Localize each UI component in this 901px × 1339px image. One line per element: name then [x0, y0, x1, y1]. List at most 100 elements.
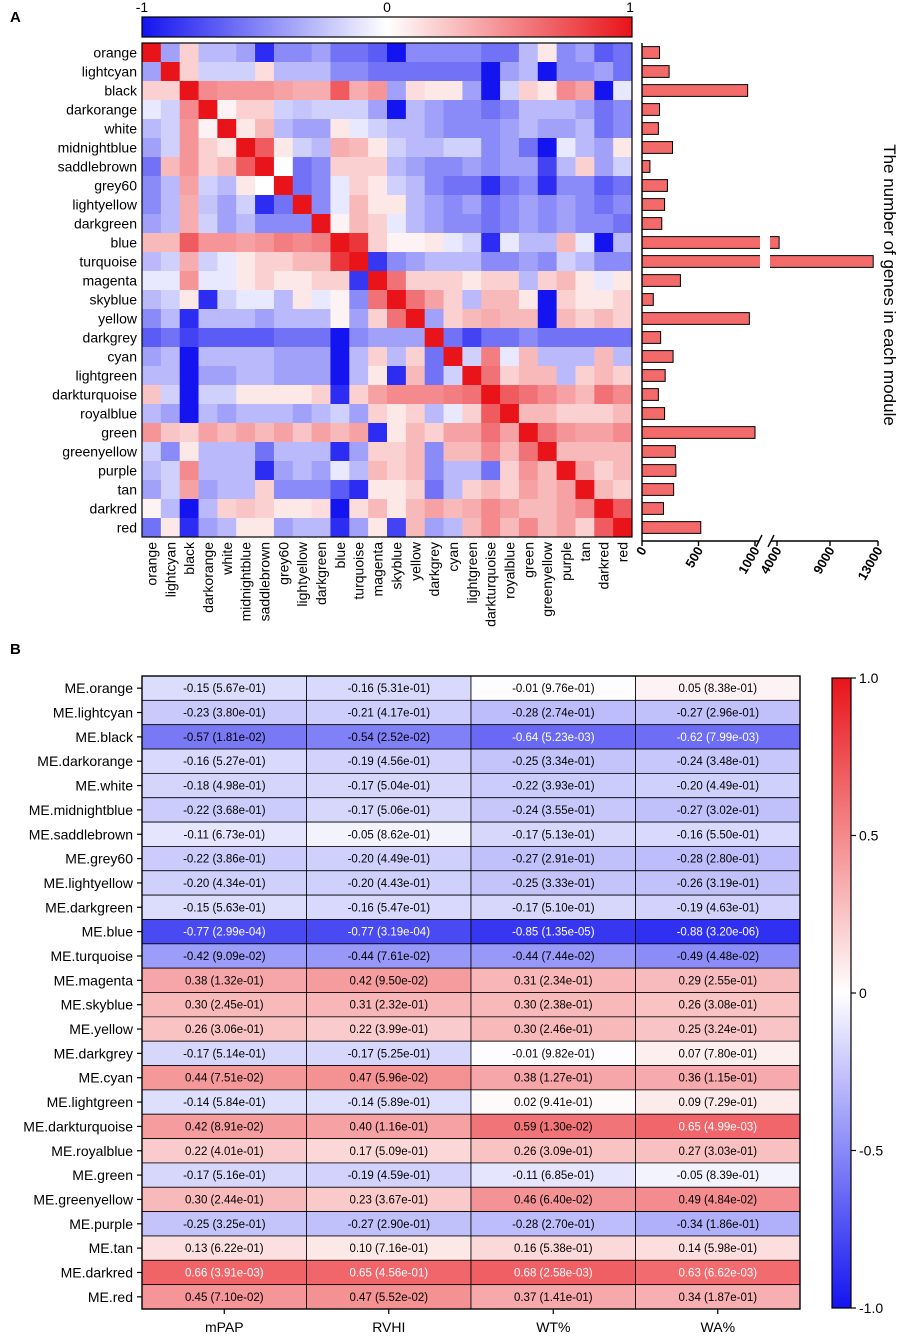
- heatmap-a-cell-magenta-lightcyan: [160, 271, 181, 291]
- heatmap-a-cell-white-darkgrey: [424, 119, 444, 139]
- heatmap-a-cell-darkorange-blue: [330, 100, 350, 120]
- heatmap-a-cell-greenyellow-darkred: [594, 442, 614, 462]
- heatmap-a-cell-saddlebrown-green: [518, 157, 539, 177]
- heatmap-b-cell-label: 0.31 (2.32e-01): [349, 1000, 428, 1012]
- heatmap-a-cell-cyan-turquoise: [349, 347, 369, 367]
- heatmap-a-cell-purple-midnightblue: [236, 461, 256, 481]
- heatmap-a-cell-royalblue-green: [518, 404, 539, 424]
- panel-a-colorbar-tick-max: 1: [626, 0, 634, 15]
- heatmap-a-cell-darkgreen-tan: [575, 214, 595, 234]
- heatmap-a-cell-darkorange-purple: [556, 100, 576, 120]
- heatmap-a-cell-lightcyan-grey60: [273, 62, 294, 82]
- heatmap-a-cell-magenta-royalblue: [500, 271, 520, 291]
- heatmap-a-cell-magenta-tan: [575, 271, 595, 291]
- heatmap-a-cell-tan-midnightblue: [236, 480, 256, 500]
- panel-b-label: B: [10, 641, 21, 658]
- heatmap-a-cell-darkred-darkorange: [198, 499, 218, 519]
- heatmap-a-cell-midnightblue-greenyellow: [537, 138, 558, 158]
- heatmap-b-cell-label: -0.14 (5.89e-01): [348, 1097, 431, 1109]
- heatmap-a-cell-white-cyan: [443, 119, 463, 139]
- heatmap-a-cell-darkgreen-blue: [330, 214, 350, 234]
- heatmap-a-cell-skyblue-cyan: [443, 290, 463, 310]
- heatmap-a-cell-yellow-magenta: [368, 309, 388, 329]
- heatmap-a-cell-green-black: [179, 423, 199, 443]
- heatmap-b-cell-label: -0.24 (3.48e-01): [677, 756, 760, 768]
- heatmap-a-cell-yellow-lightcyan: [160, 309, 181, 329]
- heatmap-a-cell-darkorange-darkgreen: [311, 100, 331, 120]
- heatmap-a-cell-skyblue-yellow: [405, 290, 426, 310]
- heatmap-a-cell-darkorange-royalblue: [500, 100, 520, 120]
- heatmap-a-cell-darkgrey-lightyellow: [292, 328, 313, 348]
- heatmap-a-cell-purple-tan: [575, 461, 595, 481]
- heatmap-a-cell-saddlebrown-darkgrey: [424, 157, 444, 177]
- heatmap-a-cell-orange-black: [179, 43, 199, 63]
- heatmap-a-col-label: midnightblue: [238, 542, 254, 622]
- heatmap-a-cell-skyblue-turquoise: [349, 290, 369, 310]
- heatmap-b-cell-ME.grey60-RVHI: [306, 846, 472, 872]
- heatmap-a-cell-saddlebrown-skyblue: [387, 157, 407, 177]
- heatmap-a-cell-skyblue-greenyellow: [537, 290, 558, 310]
- heatmap-a-cell-darkred-darkturquoise: [481, 499, 501, 519]
- heatmap-a-cell-grey60-orange: [142, 176, 162, 196]
- heatmap-a-cell-darkred-yellow: [405, 499, 426, 519]
- panel-a-bar-axis-title: The number of genes in each module: [880, 144, 899, 426]
- heatmap-a-cell-darkorange-white: [217, 100, 237, 120]
- heatmap-a-cell-orange-lightcyan: [160, 43, 181, 63]
- heatmap-a-cell-white-darkred: [594, 119, 614, 139]
- heatmap-a-row-label: turquoise: [79, 254, 137, 270]
- heatmap-b-cell-label: 0.07 (7.80e-01): [678, 1048, 757, 1060]
- heatmap-a-cell-orange-magenta: [368, 43, 388, 63]
- heatmap-a-cell-turquoise-turquoise: [349, 252, 369, 272]
- heatmap-b-cell-label: -0.17 (5.25e-01): [348, 1048, 431, 1060]
- heatmap-a-cell-lightcyan-lightgreen: [462, 62, 482, 82]
- heatmap-b-cell-label: 0.23 (3.67e-01): [349, 1194, 428, 1206]
- heatmap-a-cell-yellow-yellow: [405, 309, 426, 329]
- heatmap-b-cell-label: -0.44 (7.44e-02): [512, 951, 595, 963]
- heatmap-a-row-label: greenyellow: [62, 444, 138, 460]
- heatmap-a-cell-darkgreen-orange: [142, 214, 162, 234]
- heatmap-a-cell-purple-darkorange: [198, 461, 218, 481]
- heatmap-a-cell-grey60-red: [613, 176, 633, 196]
- heatmap-a-cell-red-purple: [556, 518, 576, 538]
- heatmap-b-cell-label: 0.30 (2.46e-01): [514, 1024, 593, 1036]
- heatmap-b-cell-label: -0.57 (1.81e-02): [183, 732, 266, 744]
- heatmap-a-cell-saddlebrown-black: [179, 157, 199, 177]
- heatmap-a-cell-darkturquoise-saddlebrown: [255, 385, 275, 405]
- heatmap-a-cell-royalblue-red: [613, 404, 633, 424]
- heatmap-a-cell-turquoise-lightyellow: [292, 252, 313, 272]
- heatmap-a-cell-red-darkgrey: [424, 518, 444, 538]
- heatmap-a-cell-magenta-purple: [556, 271, 576, 291]
- heatmap-a-cell-tan-yellow: [405, 480, 426, 500]
- heatmap-b-cell-ME.turquoise-mPAP: [141, 943, 307, 969]
- heatmap-a-cell-purple-darkgrey: [424, 461, 444, 481]
- heatmap-a-cell-purple-yellow: [405, 461, 426, 481]
- heatmap-a-cell-saddlebrown-greenyellow: [537, 157, 558, 177]
- heatmap-a-cell-saddlebrown-midnightblue: [236, 157, 256, 177]
- heatmap-a-cell-darkturquoise-yellow: [405, 385, 426, 405]
- heatmap-b-cell-label: -0.28 (2.70e-01): [512, 1219, 595, 1231]
- heatmap-a-cell-darkred-cyan: [443, 499, 463, 519]
- heatmap-a-cell-royalblue-royalblue: [500, 404, 520, 424]
- heatmap-a-cell-saddlebrown-red: [613, 157, 633, 177]
- heatmap-b-cell-ME.turquoise-WT%: [470, 943, 636, 969]
- heatmap-a-cell-lightgreen-darkorange: [198, 366, 218, 386]
- heatmap-b-cell-ME.orange-mPAP: [141, 675, 307, 701]
- heatmap-b-cell-label: -0.27 (2.90e-01): [348, 1219, 431, 1231]
- heatmap-a-cell-orange-purple: [556, 43, 576, 63]
- heatmap-a-cell-saddlebrown-saddlebrown: [255, 157, 275, 177]
- heatmap-a-cell-lightgreen-lightcyan: [160, 366, 181, 386]
- heatmap-b-cell-label: -0.11 (6.73e-01): [183, 829, 265, 841]
- heatmap-b-cell-label: -0.19 (4.59e-01): [348, 1170, 431, 1182]
- heatmap-a-cell-midnightblue-cyan: [443, 138, 463, 158]
- heatmap-a-cell-orange-red: [613, 43, 633, 63]
- heatmap-a-cell-red-orange: [142, 518, 162, 538]
- heatmap-a-col-label: tan: [577, 542, 593, 561]
- heatmap-a-cell-green-cyan: [443, 423, 463, 443]
- heatmap-b-cell-label: -0.77 (3.19e-04): [348, 927, 431, 939]
- heatmap-a-cell-blue-darkturquoise: [481, 233, 501, 253]
- heatmap-a-cell-white-orange: [142, 119, 162, 139]
- heatmap-a-cell-darkorange-lightyellow: [292, 100, 313, 120]
- heatmap-b-cell-ME.cyan-WT%: [470, 1065, 636, 1091]
- heatmap-b-cell-label: 0.47 (5.96e-02): [349, 1073, 428, 1085]
